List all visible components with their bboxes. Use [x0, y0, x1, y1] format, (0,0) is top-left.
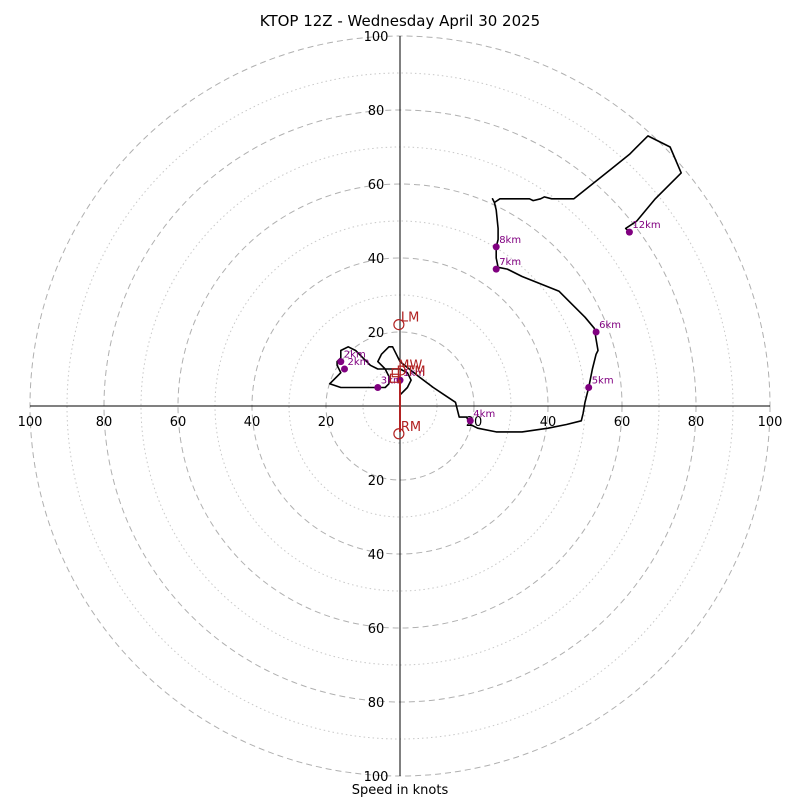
y-tick-label: 60 [368, 178, 385, 193]
height-marker-label: 12km [632, 220, 660, 231]
y-tick-label: 20 [368, 474, 385, 489]
storm-motion-label: MW [398, 359, 422, 374]
height-marker-dot [592, 328, 600, 336]
y-tick-label: 100 [364, 30, 389, 45]
storm-motion-label: DTM [396, 364, 425, 379]
x-tick-label: 80 [688, 415, 705, 430]
height-marker-dot [466, 417, 474, 425]
height-marker-dot [374, 384, 382, 391]
x-tick-label: 100 [18, 415, 43, 430]
series-lines [328, 135, 683, 433]
x-axis-label: Speed in knots [351, 783, 449, 798]
x-tick-label: 80 [96, 415, 113, 430]
x-tick-label: 40 [244, 415, 261, 430]
y-tick-label: 80 [368, 696, 385, 711]
y-tick-label: 20 [368, 326, 385, 341]
height-marker-dot [625, 228, 633, 236]
y-tick-label: 40 [368, 252, 385, 267]
height-marker-label: 3km [381, 376, 403, 387]
height-marker-dot [492, 243, 500, 251]
storm-motion-label: RM [401, 420, 421, 435]
height-marker-label: 5km [592, 376, 614, 387]
chart-title: KTOP 12Z - Wednesday April 30 2025 [259, 12, 541, 30]
height-marker-dot [585, 384, 593, 391]
storm-motion-marker [389, 373, 400, 383]
y-tick-label: 40 [368, 548, 385, 563]
storm-motion-marker [393, 428, 405, 440]
x-tick-label: 20 [318, 415, 335, 430]
height-marker-label: 1km [403, 368, 425, 379]
height-marker-label: 8km [499, 235, 521, 246]
hodograph-trace [328, 135, 683, 433]
height-marker-label: 2km [348, 357, 370, 368]
y-tick-label: 80 [368, 104, 385, 119]
height-marker-label: 7km [499, 257, 521, 268]
x-tick-label: 100 [758, 415, 783, 430]
storm-motion-marker [391, 368, 401, 378]
storm-motion-marker [393, 319, 405, 331]
y-tick-label: 100 [364, 770, 389, 785]
height-marker-dot [492, 265, 500, 273]
height-marker-label: 6km [599, 320, 621, 331]
storm-motion-label: LM [401, 311, 419, 326]
height-marker-dot [341, 365, 348, 373]
axis-ticks: 2020202040404040606060608080808010010010… [18, 30, 783, 785]
height-marker-label: 2km [344, 350, 366, 361]
height-marker-dot [337, 358, 345, 366]
x-tick-label: 60 [170, 415, 187, 430]
x-tick-label: 60 [614, 415, 631, 430]
height-marker-label: 4km [473, 409, 495, 420]
y-tick-label: 60 [368, 622, 385, 637]
x-tick-label: 40 [540, 415, 557, 430]
